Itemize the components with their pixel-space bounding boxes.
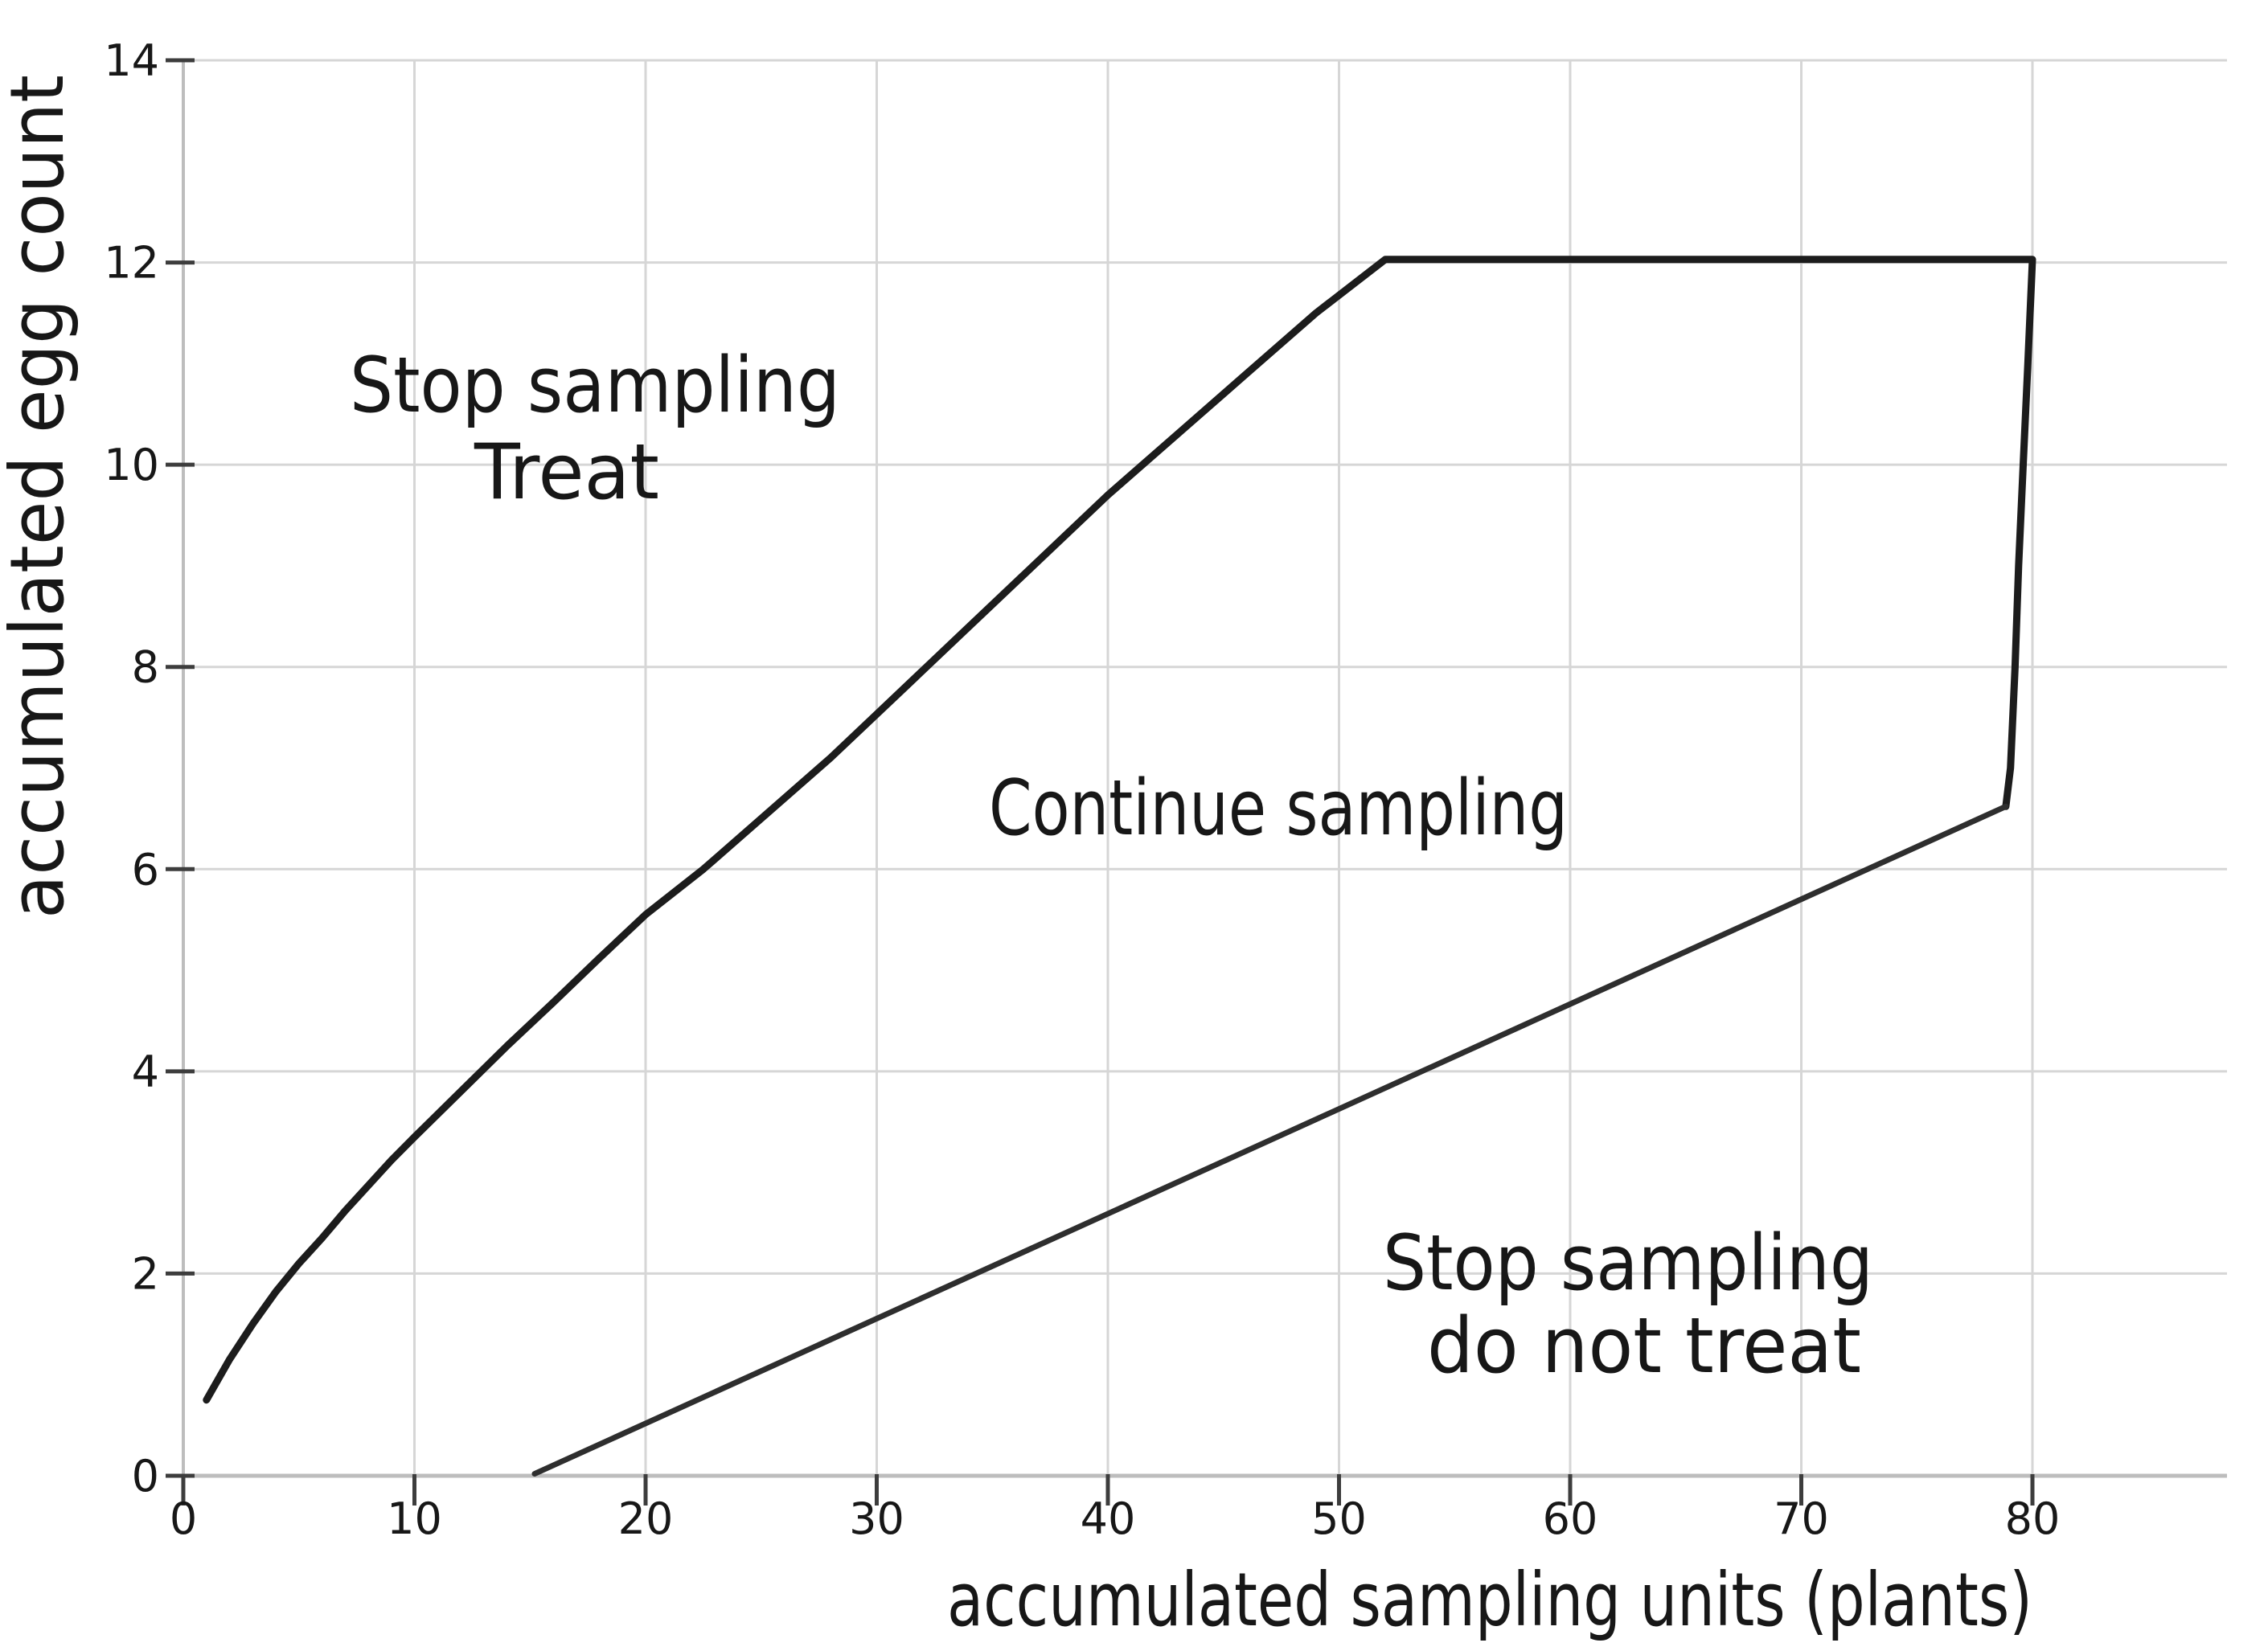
x-tick-labels: 0 10 20 30 40 50 60 70 80 — [170, 1493, 2061, 1544]
y-axis-title: accumulated egg count — [0, 75, 80, 919]
y-tick-label: 12 — [104, 238, 159, 289]
region-label-line: Continue sampling — [989, 764, 1568, 853]
y-tick-label: 6 — [132, 844, 159, 895]
x-tick-label: 50 — [1311, 1493, 1367, 1544]
x-tick-label: 20 — [618, 1493, 674, 1544]
x-tick-label: 80 — [2005, 1493, 2061, 1544]
series — [203, 256, 2036, 1477]
axis-titles: accumulated sampling units (plants) accum… — [0, 75, 2032, 1643]
axes — [170, 60, 2227, 1487]
x-tick-label: 30 — [849, 1493, 904, 1544]
lower-boundary-line — [531, 803, 2009, 1477]
y-tick-label: 14 — [104, 35, 159, 86]
x-tick-label: 70 — [1774, 1493, 1829, 1544]
y-tick-label: 2 — [132, 1248, 159, 1299]
x-axis-title: accumulated sampling units (plants) — [947, 1557, 2032, 1643]
x-tick-label: 0 — [170, 1493, 197, 1544]
region-label-line: Stop sampling — [1383, 1219, 1873, 1308]
y-tick-label: 4 — [132, 1047, 159, 1097]
x-tick-label: 40 — [1081, 1493, 1136, 1544]
region-label-line: do not treat — [1427, 1302, 1861, 1391]
region-label-line: Treat — [474, 428, 659, 517]
y-tick-label: 8 — [132, 642, 159, 693]
x-tick-label: 10 — [387, 1493, 442, 1544]
tick-marks — [166, 58, 2035, 1506]
region-label-line: Stop sampling — [350, 342, 840, 430]
region-label-continue: Continue sampling — [989, 764, 1568, 853]
y-tick-label: 0 — [132, 1451, 159, 1501]
y-tick-label: 10 — [104, 440, 159, 490]
upper-boundary-line — [203, 256, 2036, 1404]
x-tick-label: 60 — [1543, 1493, 1598, 1544]
y-tick-labels: 0 2 4 6 8 10 12 14 — [104, 35, 159, 1501]
